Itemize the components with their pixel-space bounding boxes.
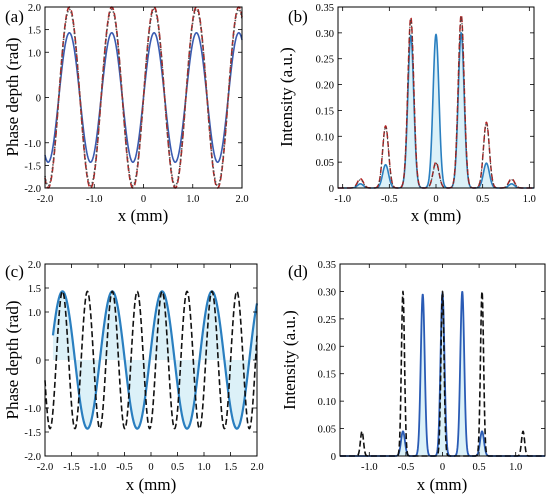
panel-d-frame <box>339 263 546 457</box>
panel-b-xlabel: x (mm) <box>411 206 462 225</box>
panel-c-xtick-label: 0 <box>148 462 153 473</box>
panel-d-xtick-label: 1.0 <box>509 462 522 473</box>
panel-b-ytick-label: 0.35 <box>316 3 334 14</box>
panel-a-ytick-label: -1.0 <box>24 139 41 150</box>
panel-c-ticks: -2.0 -1.5 -1.0 -0.5 0 0.5 1.0 1.5 2.0 -2.0 -1.5 -1.… <box>24 260 263 473</box>
panel-c-xtick-label: 1.5 <box>224 462 237 473</box>
panel-c-ytick-label: 1.0 <box>28 308 41 319</box>
panel-d-xtick-label: -0.5 <box>398 462 415 473</box>
panel-d-ytick-label: 0.20 <box>318 342 336 353</box>
panel-a-xtick-label: 0 <box>141 194 146 205</box>
panel-b-xtick-label: 0.5 <box>476 194 489 205</box>
panel-a-xtick-label: -2.0 <box>37 194 54 205</box>
panel-c-xtick-label: -1.0 <box>90 462 107 473</box>
panel-d-ytick-label: 0.30 <box>318 287 336 298</box>
panel-c-ytick-label: -1.5 <box>24 428 41 439</box>
panel-c-ytick-label: -2.0 <box>24 452 41 463</box>
panel-c-xtick-label: -1.5 <box>63 462 80 473</box>
panel-b-ytick-label: 0.10 <box>316 132 334 143</box>
panel-c-ytick-label: 2.0 <box>28 260 41 271</box>
panel-a-series <box>44 6 243 189</box>
panel-a-letter: (a) <box>5 7 24 26</box>
panel-c-xtick-label: -0.5 <box>116 462 133 473</box>
panel-b-ytick-label: 0.15 <box>316 106 334 117</box>
panel-a-xtick-label: 2.0 <box>235 194 248 205</box>
panel-c-ytick-label: -1.0 <box>24 404 41 415</box>
panel-b: -1.0 -0.5 0 0.5 1.0 0 0.05 0.10 0.15 0.20 0.25 0.30… <box>277 3 536 225</box>
panel-c-ylabel: Phase depth (rad) <box>3 301 22 420</box>
panel-c-ytick-label: 1.5 <box>28 284 41 295</box>
panel-a-ytick-label: 0 <box>36 94 41 105</box>
panel-c-series-1-line <box>51 290 259 430</box>
panel-b-ticks: -1.0 -0.5 0 0.5 1.0 0 0.05 0.10 0.15 0.20 0.25 0.30… <box>316 3 536 205</box>
panel-c-xtick-label: 0.5 <box>171 462 184 473</box>
panel-d-xtick-label: 0.5 <box>473 462 486 473</box>
panel-c-frame <box>44 263 258 457</box>
panel-d-ytick-label: 0.15 <box>318 370 336 381</box>
panel-a-ytick-label: 2.0 <box>28 3 41 14</box>
panel-d-ytick-label: 0.35 <box>318 260 336 271</box>
panel-b-frame <box>337 6 535 189</box>
panel-c-ytick-label: 0 <box>36 356 41 367</box>
panel-a-series-1-line <box>44 31 243 164</box>
panel-c: -2.0 -1.5 -1.0 -0.5 0 0.5 1.0 1.5 2.0 -2.0 -1.5 -1.… <box>3 260 264 494</box>
panel-b-xtick-label: -0.5 <box>381 194 398 205</box>
panel-d-ticks: -1.0 -0.5 0 0.5 1.0 0 0.05 0.10 0.15 0.20 0.25 0.30… <box>318 260 545 473</box>
panel-c-series-2-line <box>44 290 258 430</box>
panel-d-series-1-fill <box>340 291 545 456</box>
panel-b-xtick-label: 1.0 <box>523 194 536 205</box>
panel-c-series <box>44 290 259 430</box>
panel-a-xtick-label: -1.0 <box>86 194 103 205</box>
panel-d: -1.0 -0.5 0 0.5 1.0 0 0.05 0.10 0.15 0.20 0.25 0.30… <box>280 260 546 494</box>
panel-d-xtick-label: 0 <box>440 462 445 473</box>
panel-c-xlabel: x (mm) <box>126 475 177 494</box>
panel-b-ytick-label: 0.05 <box>316 158 334 169</box>
panel-a-ytick-label: 1.0 <box>28 48 41 59</box>
panel-c-xtick-label: 2.0 <box>250 462 263 473</box>
panel-a-frame <box>44 6 243 189</box>
panel-d-xtick-label: -1.0 <box>361 462 378 473</box>
panel-d-ylabel: Intensity (a.u.) <box>280 310 299 410</box>
panel-a-ylabel: Phase depth (rad) <box>3 38 22 157</box>
panel-b-ylabel: Intensity (a.u.) <box>277 47 296 147</box>
panel-a-xlabel: x (mm) <box>118 206 169 225</box>
panel-b-ytick-label: 0.30 <box>316 29 334 40</box>
panel-a-xtick-label: 1.0 <box>186 194 199 205</box>
panel-d-ytick-label: 0 <box>331 452 336 463</box>
panel-a-ytick-label: -1.5 <box>24 161 41 172</box>
panel-c-letter: (c) <box>5 262 24 281</box>
panel-d-xlabel: x (mm) <box>417 475 468 494</box>
panel-b-series <box>337 14 535 189</box>
panel-b-xtick-label: -1.0 <box>334 194 351 205</box>
panel-b-letter: (b) <box>288 7 308 26</box>
panel-d-series <box>339 290 546 457</box>
panel-b-ytick-label: 0.25 <box>316 55 334 66</box>
panel-d-ytick-label: 0.10 <box>318 397 336 408</box>
panel-c-xtick-label: -2.0 <box>37 462 54 473</box>
panel-d-ytick-label: 0.05 <box>318 425 336 436</box>
panel-b-series-1-fill <box>338 32 534 188</box>
panel-d-letter: (d) <box>288 262 308 281</box>
panel-c-xtick-label: 1.0 <box>197 462 210 473</box>
panel-d-ytick-label: 0.25 <box>318 315 336 326</box>
panel-b-ytick-label: 0.20 <box>316 81 334 92</box>
panel-a-ytick-label: 1.5 <box>28 26 41 37</box>
panel-a: -2.0 -1.0 0 1.0 2.0 -2.0 -1.5 -1.0 0 1.0 1.5 2.0 (a… <box>3 3 249 225</box>
panel-b-xtick-label: 0 <box>433 194 438 205</box>
panel-a-ytick-label: -2.0 <box>24 184 41 195</box>
panel-b-ytick-label: 0 <box>329 184 334 195</box>
panel-c-series-1-fill <box>52 291 258 429</box>
